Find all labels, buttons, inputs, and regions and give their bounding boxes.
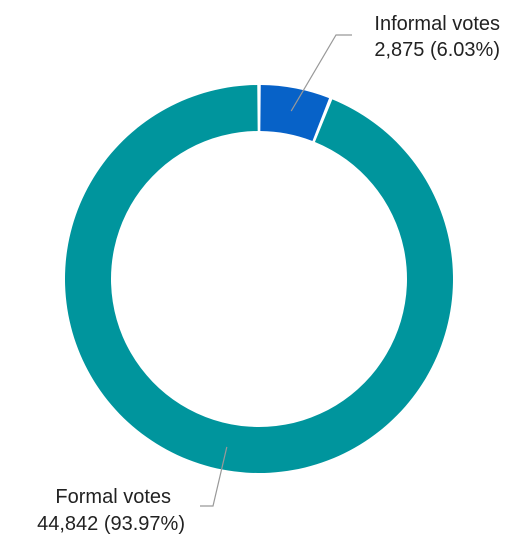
donut-slices — [65, 85, 453, 473]
formal-votes-value-label: 44,842 (93.97%) — [37, 513, 185, 534]
informal-votes-leader-line — [290, 34, 352, 112]
slice-labels: Informal votes 2,875 (6.03%) Formal vote… — [37, 13, 500, 534]
informal-votes-name-label: Informal votes — [374, 13, 500, 35]
leader-lines — [200, 34, 352, 507]
slice-formal-votes — [65, 85, 453, 473]
slice-informal-votes — [260, 85, 330, 141]
formal-votes-leader-line — [200, 446, 228, 507]
formal-votes-name-label: Formal votes — [55, 486, 171, 508]
informal-votes-value-label: 2,875 (6.03%) — [374, 39, 500, 61]
